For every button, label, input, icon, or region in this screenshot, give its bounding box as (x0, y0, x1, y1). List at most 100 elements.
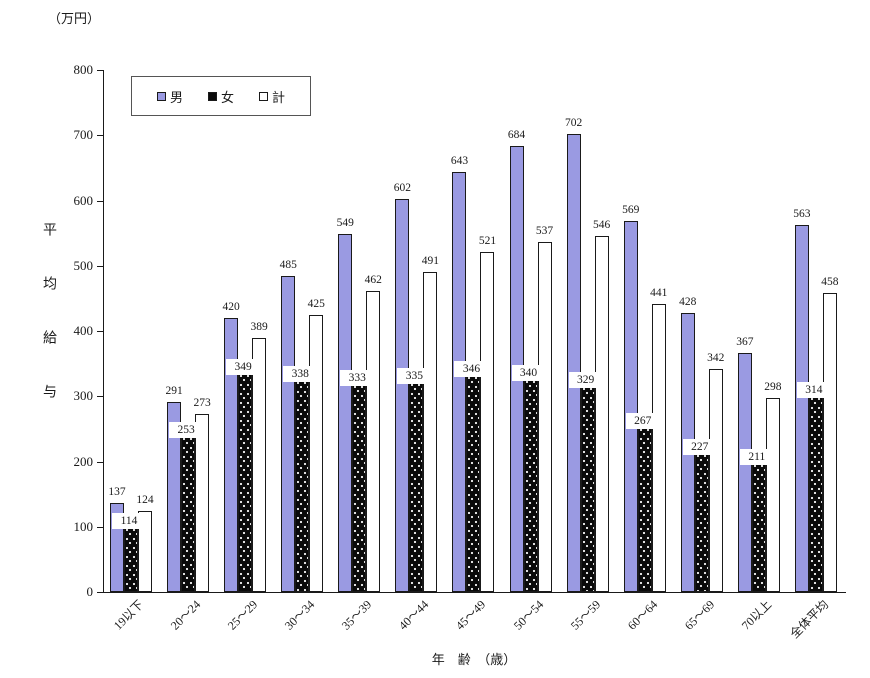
value-label-女-全体平均: 314 (796, 382, 831, 399)
value-label-計-30～34: 425 (307, 297, 325, 310)
bar-女-50～54 (523, 370, 538, 592)
bar-計-40～44 (423, 271, 438, 592)
bar-男-30～34 (281, 275, 296, 592)
bar-女-30～34 (295, 371, 310, 592)
value-label-男-50～54: 684 (507, 128, 526, 141)
y-axis-tick (97, 200, 103, 202)
y-axis-tick (97, 265, 103, 267)
y-axis-tick (97, 461, 103, 463)
value-label-女-45～49: 346 (454, 361, 489, 378)
value-label-女-19以下: 114 (112, 512, 146, 529)
value-label-計-50～54: 537 (535, 224, 554, 237)
bar-計-70以上 (765, 397, 780, 592)
y-axis-tick (97, 592, 103, 593)
bar-女-35～39 (352, 374, 367, 592)
value-label-計-70以上: 298 (764, 380, 782, 393)
legend: 男女計 (131, 76, 311, 116)
bar-女-70以上 (751, 454, 766, 592)
value-label-女-60～64: 267 (625, 412, 660, 429)
value-label-男-45～49: 643 (450, 155, 469, 168)
bar-計-19以下 (138, 511, 152, 592)
bar-計-45～49 (480, 252, 495, 592)
value-label-男-20～24: 291 (165, 385, 183, 398)
x-axis-line (103, 592, 846, 593)
value-label-男-70以上: 367 (736, 335, 754, 348)
bar-計-65～69 (708, 368, 723, 592)
bar-男-45～49 (452, 172, 467, 592)
y-axis-tick-label: 600 (73, 192, 94, 208)
bar-女-19以下 (124, 517, 138, 592)
bar-男-55～59 (566, 133, 581, 592)
legend-item-男: 男 (156, 87, 183, 106)
value-label-女-50～54: 340 (511, 365, 546, 382)
x-axis-title: 年 齢 （歳） (431, 652, 517, 667)
value-label-男-55～59: 702 (564, 116, 583, 129)
legend-item-女: 女 (207, 87, 234, 106)
value-label-女-25～29: 349 (226, 359, 261, 376)
bar-計-50～54 (537, 241, 552, 592)
value-label-計-55～59: 546 (592, 218, 611, 231)
value-label-男-35～39: 549 (336, 216, 354, 229)
value-label-男-65～69: 428 (679, 295, 697, 308)
y-axis-tick-label: 700 (73, 127, 94, 143)
bar-男-25～29 (224, 317, 239, 592)
bar-男-70以上 (737, 352, 752, 592)
y-axis-tick-label: 100 (73, 518, 94, 534)
value-label-男-60～64: 569 (622, 203, 640, 216)
bar-計-60～64 (651, 304, 666, 592)
value-label-計-65～69: 342 (707, 351, 725, 364)
bar-計-55～59 (594, 235, 609, 592)
y-axis-line (103, 70, 104, 593)
bar-女-40～44 (409, 373, 424, 592)
bar-男-40～44 (395, 199, 410, 592)
y-axis-tick (97, 331, 103, 332)
y-axis-tick-label: 800 (73, 62, 94, 77)
legend-swatch-icon (207, 91, 217, 101)
bar-女-全体平均 (808, 387, 823, 592)
bar-計-25～29 (252, 338, 267, 592)
value-label-女-30～34: 338 (283, 366, 318, 383)
value-label-男-19以下: 137 (108, 485, 126, 498)
value-label-計-19以下: 124 (136, 494, 154, 507)
value-label-女-40～44: 335 (397, 368, 432, 385)
value-label-計-40～44: 491 (421, 254, 439, 267)
value-label-計-20～24: 273 (193, 396, 211, 409)
y-axis-unit-label: （万円） (48, 11, 101, 26)
y-axis-title: 平均給与 (41, 222, 56, 438)
bar-男-35～39 (338, 233, 353, 592)
y-axis-tick-label: 500 (73, 257, 94, 273)
value-label-女-20～24: 253 (169, 421, 204, 438)
value-label-男-25～29: 420 (222, 300, 240, 313)
bar-女-55～59 (580, 377, 595, 592)
y-axis-tick-label: 200 (73, 453, 94, 469)
value-label-女-65～69: 227 (682, 438, 717, 455)
legend-label: 男 (169, 89, 183, 105)
value-label-計-25～29: 389 (250, 321, 268, 334)
value-label-計-全体平均: 458 (821, 276, 839, 289)
value-label-計-60～64: 441 (650, 287, 668, 300)
bar-男-60～64 (623, 220, 638, 592)
legend-label: 女 (220, 89, 234, 105)
bar-計-全体平均 (822, 293, 837, 592)
y-axis-tick (97, 396, 103, 398)
legend-swatch-icon (156, 91, 166, 101)
legend-item-計: 計 (258, 87, 285, 106)
bar-計-30～34 (309, 314, 324, 592)
bar-女-60～64 (637, 417, 652, 592)
y-axis-tick-label: 0 (86, 584, 94, 599)
value-label-女-70以上: 211 (739, 449, 774, 466)
value-label-計-45～49: 521 (478, 235, 497, 248)
value-label-男-30～34: 485 (279, 258, 297, 271)
bar-女-25～29 (238, 364, 253, 592)
y-axis-tick-label: 300 (73, 388, 94, 404)
value-label-男-全体平均: 563 (793, 207, 811, 220)
legend-swatch-icon (258, 91, 268, 101)
y-axis-tick-label: 400 (73, 323, 94, 338)
value-label-女-35～39: 333 (340, 369, 375, 386)
bar-男-全体平均 (794, 224, 809, 592)
bar-女-45～49 (466, 366, 481, 592)
y-axis-tick (97, 135, 103, 137)
bar-女-65～69 (694, 443, 709, 592)
y-axis-tick (97, 70, 103, 71)
